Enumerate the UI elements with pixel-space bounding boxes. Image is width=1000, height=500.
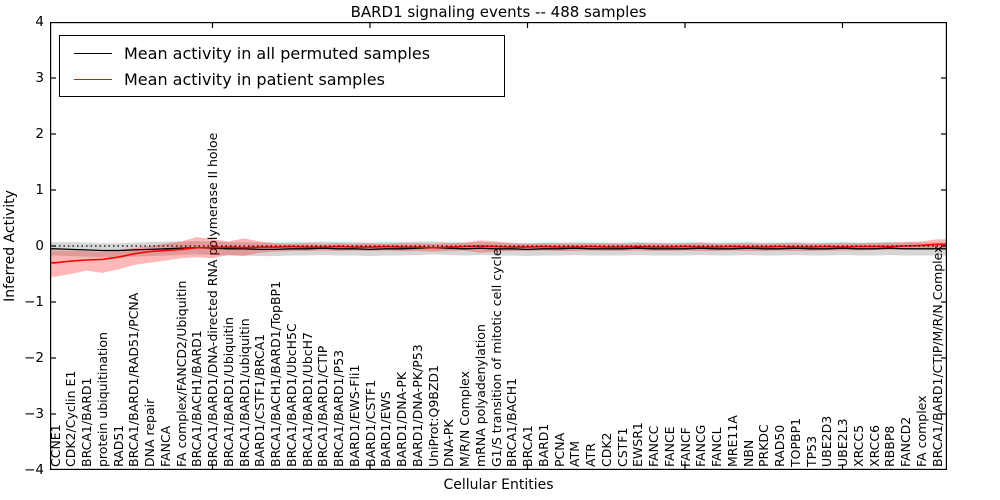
plot-area-svg (50, 22, 947, 470)
y-tick-label: −4 (24, 462, 44, 478)
legend-item-permuted: Mean activity in all permuted samples (60, 41, 504, 66)
plot-frame (50, 22, 947, 470)
legend-label-patient: Mean activity in patient samples (124, 69, 385, 89)
legend: Mean activity in all permuted samples Me… (59, 35, 505, 97)
y-tick-label: −3 (24, 406, 44, 422)
y-tick-label: −1 (24, 294, 44, 310)
permuted-line-swatch (74, 52, 112, 54)
y-tick-label: −2 (24, 350, 44, 366)
y-tick-label: 2 (35, 126, 44, 142)
legend-label-permuted: Mean activity in all permuted samples (124, 43, 431, 63)
y-tick-label: 0 (35, 238, 44, 254)
y-tick-label: 1 (35, 182, 44, 198)
y-tick-label: 3 (35, 70, 44, 86)
x-axis-label: Cellular Entities (443, 477, 554, 493)
chart-title: BARD1 signaling events -- 488 samples (350, 3, 647, 21)
legend-item-patient: Mean activity in patient samples (60, 67, 504, 92)
y-tick-label: 4 (35, 14, 44, 30)
patient-line-swatch (74, 78, 112, 80)
series-line-1 (50, 243, 947, 264)
